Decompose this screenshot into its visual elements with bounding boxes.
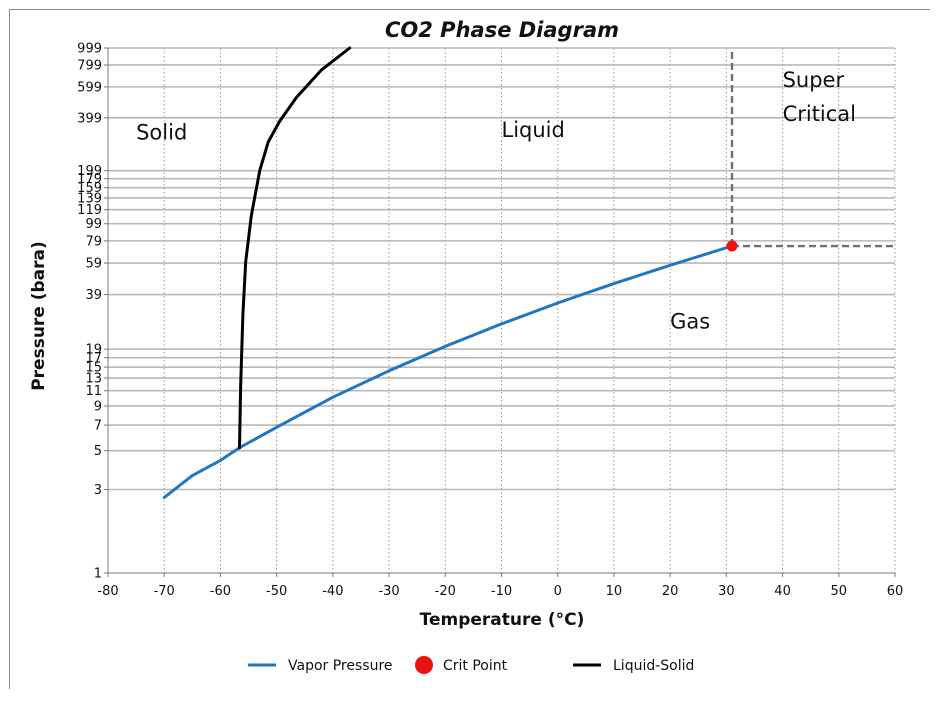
label-solid: Solid [136, 120, 187, 144]
label-gas-line: Gas [670, 309, 710, 333]
x-tick-label: 60 [887, 584, 904, 599]
y-tick-label: 11 [85, 384, 102, 399]
x-tick-label: 10 [606, 584, 623, 599]
legend-item-liquid-solid: Liquid-Solid [573, 658, 694, 674]
y-tick-label: 99 [85, 217, 102, 232]
y-axis-title: Pressure (bara) [29, 241, 49, 391]
y-tick-label: 1 [94, 567, 102, 582]
label-gas: Gas [670, 309, 710, 333]
y-tick-label: 13 [85, 372, 102, 387]
liquid-solid-line [238, 46, 352, 450]
x-tick-label: 30 [718, 584, 735, 599]
y-tick-label: 999 [77, 42, 102, 57]
chart-title: CO2 Phase Diagram [385, 18, 619, 42]
x-tick-label: 40 [774, 584, 791, 599]
legend-item-vapor-pressure: Vapor Pressure [248, 658, 393, 674]
x-tick-label: 50 [831, 584, 848, 599]
y-tick-label: 119 [77, 203, 102, 218]
chart-canvas: CO2 Phase Diagram -80 -70 -60 -50 -40 -30 -20 -… [10, 10, 931, 690]
x-tick-label: 0 [554, 584, 562, 599]
label-liquid: Liquid [502, 118, 565, 142]
y-tick-label: 5 [94, 444, 102, 459]
y-tick-label: 159 [77, 181, 102, 196]
y-tick-label: 7 [94, 419, 102, 434]
y-tick-label: 59 [85, 257, 102, 272]
axes: -80 -70 -60 -50 -40 -30 -20 -10 0 10 20 30 40 50 60135… [77, 42, 903, 600]
x-tick-label: -20 [435, 584, 456, 599]
chart-background [10, 10, 931, 690]
y-tick-label: 79 [85, 234, 102, 249]
y-tick-label: 399 [77, 111, 102, 126]
vapor-pressure-line [162, 244, 734, 499]
y-tick-label: 139 [77, 191, 102, 206]
x-tick-label: -50 [266, 584, 287, 599]
x-tick-label: -30 [378, 584, 399, 599]
x-axis-title: Temperature (°C) [420, 610, 585, 630]
region-labels: Solid Liquid Gas Super Critical [136, 68, 856, 334]
reference-lines [730, 48, 895, 248]
label-liquid-line: Liquid [502, 118, 565, 142]
label-supercritical-line: Critical [783, 102, 856, 126]
legend-label-vapor-pressure: Vapor Pressure [288, 658, 393, 674]
legend-label-liquid-solid: Liquid-Solid [613, 658, 694, 674]
x-tick-label: -80 [97, 584, 118, 599]
y-tick-label: 599 [77, 80, 102, 95]
y-tick-label: 39 [85, 288, 102, 303]
legend-label-crit-point: Crit Point [443, 658, 508, 674]
x-tick-label: 20 [662, 584, 679, 599]
label-solid-line: Solid [136, 120, 187, 144]
y-tick-label: 19 [85, 343, 102, 358]
chart-frame: CO2 Phase Diagram -80 -70 -60 -50 -40 -30 -20 -… [9, 9, 931, 690]
y-tick-label: 17 [85, 351, 102, 366]
y-tick-label: 179 [77, 172, 102, 187]
legend-swatch-crit-point [415, 656, 433, 674]
y-tick-label: 199 [77, 164, 102, 179]
crit-point-marker [726, 240, 738, 252]
x-tick-label: -60 [210, 584, 231, 599]
x-tick-label: -40 [322, 584, 343, 599]
y-tick-label: 9 [94, 399, 102, 414]
legend: Vapor Pressure Crit Point Liquid-Solid [248, 656, 694, 674]
label-supercritical: Super Critical [783, 68, 856, 126]
series-layer [162, 46, 738, 499]
x-tick-label: -10 [491, 584, 512, 599]
label-supercritical-line: Super [783, 68, 845, 92]
x-tick-label: -70 [154, 584, 175, 599]
y-tick-label: 3 [94, 483, 102, 498]
legend-item-crit-point: Crit Point [415, 656, 508, 674]
y-tick-label: 799 [77, 58, 102, 73]
y-tick-label: 15 [85, 361, 102, 376]
